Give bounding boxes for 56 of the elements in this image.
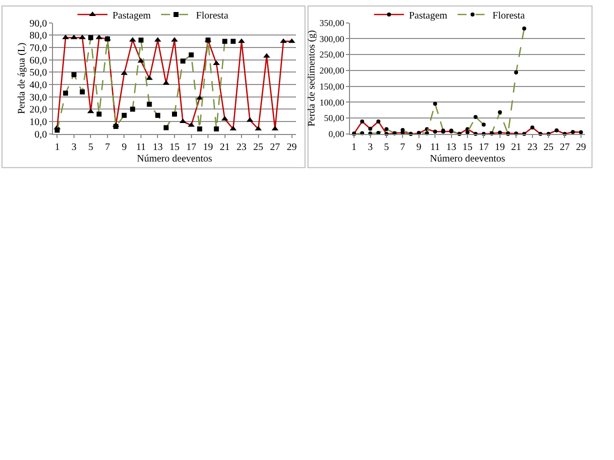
- y-tick-label: 300,00: [319, 34, 345, 44]
- x-tick-label: 25: [253, 142, 264, 153]
- x-tick-label: 27: [560, 142, 570, 153]
- x-tick-label: 3: [368, 142, 373, 153]
- x-tick-label: 25: [544, 142, 554, 153]
- y-tick-label: 200,00: [319, 66, 345, 76]
- legend-label: Pastagem: [112, 10, 152, 22]
- x-tick-label: 5: [88, 142, 94, 153]
- x-tick-label: 19: [203, 142, 214, 153]
- x-tick-label: 15: [170, 142, 180, 153]
- x-tick-label: 19: [494, 142, 505, 153]
- x-axis-title: Número deeventos: [430, 153, 506, 164]
- x-tick-label: 11: [136, 142, 146, 153]
- x-tick-label: 9: [122, 142, 127, 153]
- y-tick-label: 40,0: [30, 80, 47, 92]
- y-tick-label: 70,0: [30, 43, 47, 54]
- x-tick-label: 21: [511, 142, 522, 153]
- y-tick-label: 80,0: [30, 30, 47, 42]
- y-tick-label: 0,0: [34, 129, 47, 140]
- x-tick-label: 7: [104, 142, 110, 153]
- x-tick-label: 1: [352, 142, 357, 153]
- y-tick-label: 50,0: [30, 68, 47, 79]
- x-tick-label: 7: [400, 142, 406, 153]
- y-axis-title: Perda de água (L): [16, 42, 28, 114]
- y-tick-label: 10,0: [30, 117, 47, 128]
- y-tick-label: 0,00: [328, 129, 345, 140]
- y-tick-label: 30,0: [30, 92, 47, 104]
- x-tick-label: 15: [462, 142, 472, 153]
- x-tick-label: 11: [430, 142, 440, 153]
- x-tick-label: 23: [236, 142, 247, 153]
- y-tick-label: 50,00: [324, 113, 345, 124]
- y-tick-label: 100,00: [319, 97, 345, 108]
- x-tick-label: 9: [416, 142, 422, 153]
- x-axis-title: Número deeventos: [136, 153, 212, 164]
- x-tick-label: 23: [527, 142, 538, 153]
- x-tick-label: 13: [446, 142, 456, 153]
- legend-label: Pastagem: [409, 10, 448, 22]
- x-tick-label: 13: [152, 142, 163, 153]
- legend-label: Floresta: [492, 10, 526, 22]
- x-tick-label: 21: [220, 142, 230, 153]
- x-tick-label: 29: [286, 142, 297, 153]
- x-tick-label: 27: [270, 142, 280, 153]
- y-tick-label: 150,00: [319, 81, 345, 92]
- x-tick-label: 17: [478, 142, 489, 153]
- x-tick-label: 17: [186, 142, 196, 153]
- y-axis-title: Perda de sedimentos (g): [306, 30, 318, 127]
- y-tick-label: 20,0: [30, 104, 47, 116]
- legend-label: Floresta: [196, 10, 229, 22]
- y-tick-label: 250,00: [319, 50, 345, 60]
- y-tick-label: 60,0: [30, 55, 47, 66]
- y-tick-label: 90,0: [30, 18, 47, 30]
- y-tick-label: 350,00: [319, 18, 345, 28]
- x-tick-label: 1: [54, 142, 60, 153]
- x-tick-label: 5: [384, 142, 389, 153]
- x-tick-label: 3: [71, 142, 76, 153]
- x-tick-label: 29: [576, 142, 586, 153]
